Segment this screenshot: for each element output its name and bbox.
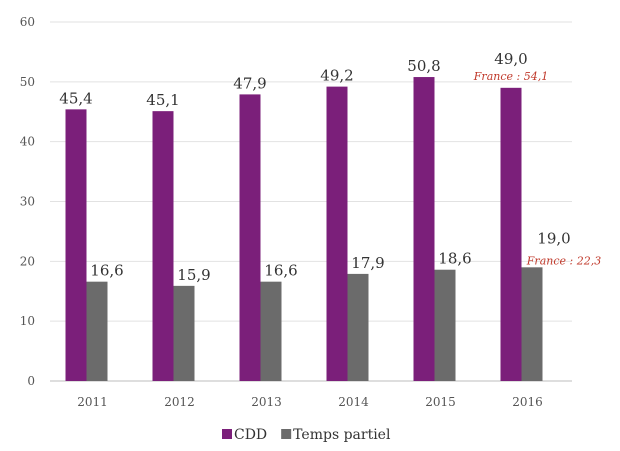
data-label: 16,6 — [90, 262, 123, 280]
x-tick-label: 2013 — [251, 395, 282, 409]
data-label: 47,9 — [233, 74, 266, 92]
data-label: 49,2 — [320, 67, 353, 85]
bar-cdd — [500, 87, 522, 382]
data-label: 17,9 — [351, 254, 384, 272]
data-label: 45,4 — [59, 89, 92, 107]
bar-cdd — [65, 109, 87, 382]
x-tick-label: 2014 — [338, 395, 369, 409]
data-label: 16,6 — [264, 262, 297, 280]
y-tick-label: 60 — [20, 15, 35, 29]
x-axis-ticks: 2011 2012 2013 2014 2015 2016 — [77, 395, 543, 409]
bar-temps-partiel — [173, 285, 195, 381]
y-tick-label: 50 — [20, 75, 35, 89]
data-label: 50,8 — [407, 57, 440, 75]
bar-cdd — [152, 111, 174, 381]
bars — [65, 77, 543, 382]
y-axis-ticks: 0 10 20 30 40 50 60 — [20, 15, 35, 388]
y-tick-label: 20 — [20, 254, 35, 268]
bar-temps-partiel — [347, 273, 369, 381]
data-label: 15,9 — [177, 266, 210, 284]
annotation-france: France : 22,3 — [526, 254, 601, 267]
x-tick-label: 2016 — [512, 395, 543, 409]
legend-label: CDD — [234, 427, 267, 443]
y-tick-label: 10 — [20, 314, 35, 328]
bar-cdd — [239, 94, 261, 382]
legend-label: Temps partiel — [293, 427, 391, 443]
bar-temps-partiel — [86, 281, 108, 381]
bar-cdd — [413, 77, 435, 382]
y-tick-label: 40 — [20, 135, 35, 149]
data-label: 49,0 — [494, 50, 527, 68]
legend-swatch — [222, 429, 232, 439]
y-tick-label: 0 — [27, 374, 35, 388]
bar-cdd — [326, 86, 348, 382]
data-label: 45,1 — [146, 91, 179, 109]
annotation-france: France : 54,1 — [473, 70, 548, 83]
legend: CDD Temps partiel — [222, 427, 391, 443]
bar-temps-partiel — [521, 267, 543, 381]
data-labels: 45,4 16,6 45,1 15,9 47,9 16,6 49,2 17,9 50,8 18,6… — [59, 50, 570, 284]
data-label: 19,0 — [537, 229, 570, 247]
bar-temps-partiel — [434, 269, 456, 381]
x-tick-label: 2012 — [164, 395, 195, 409]
gridlines — [50, 21, 572, 382]
annotations: France : 54,1 France : 22,3 — [473, 70, 601, 268]
legend-swatch — [281, 429, 292, 439]
bar-temps-partiel — [260, 281, 282, 381]
x-tick-label: 2011 — [77, 395, 108, 409]
y-tick-label: 30 — [20, 195, 35, 209]
data-label: 18,6 — [438, 250, 471, 268]
x-tick-label: 2015 — [425, 395, 456, 409]
